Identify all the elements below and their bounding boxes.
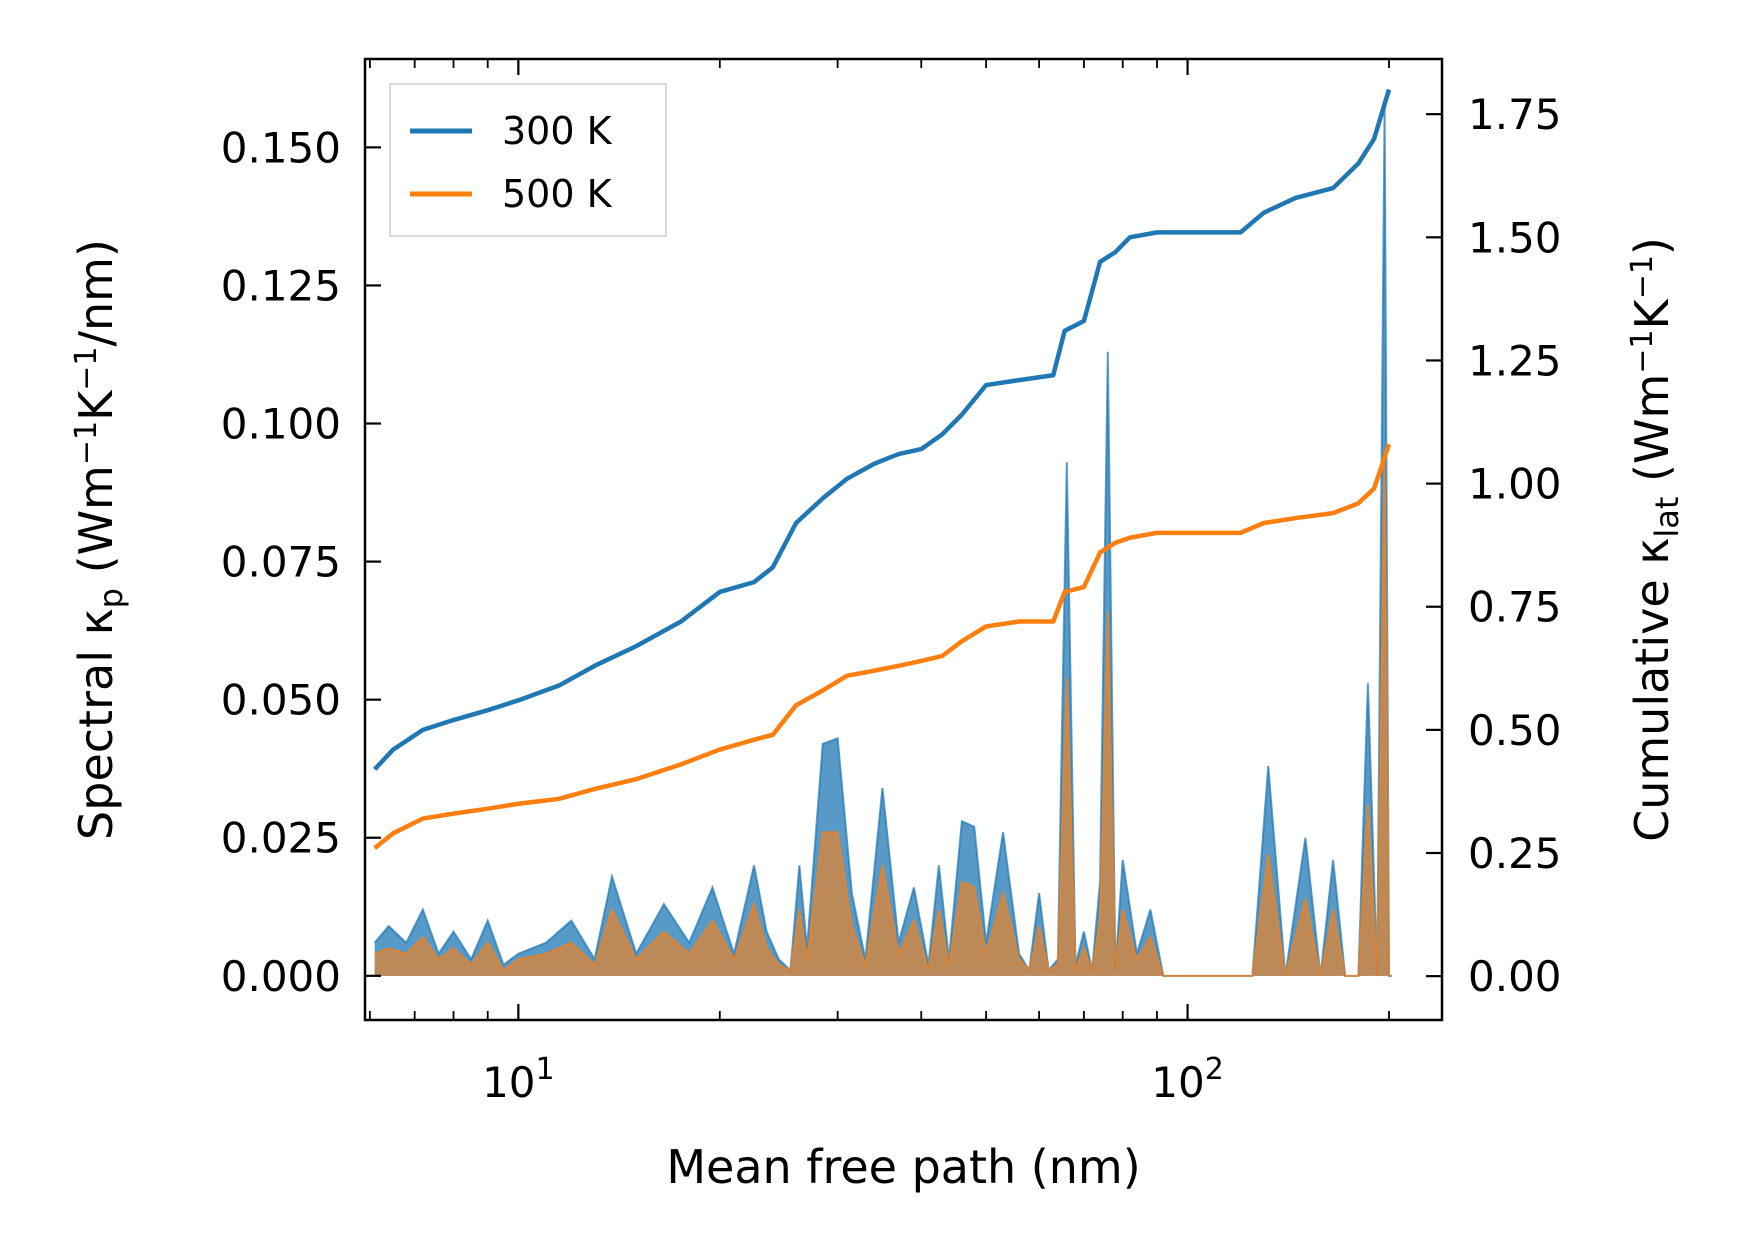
left-tick-label: 0.075 — [221, 538, 341, 587]
spectral-line-500-k — [374, 456, 1392, 977]
cumulative-line-500-k — [373, 443, 1392, 850]
left-tick-label: 0.050 — [221, 676, 341, 725]
x-tick-base: 10 — [482, 1058, 535, 1107]
left-tick-label: 0.100 — [221, 400, 341, 449]
x-tick-exponent: 1 — [536, 1052, 555, 1087]
right-axis-label-part: −1 — [1625, 255, 1660, 299]
legend-label-300-k: 300 K — [502, 109, 613, 153]
right-tick-label: 1.75 — [1468, 90, 1562, 139]
left-axis-label-part: −1 — [69, 346, 104, 390]
x-tick-label: 101 — [482, 1052, 555, 1107]
legend-label-500-k: 500 K — [502, 172, 613, 216]
right-tick-label: 0.25 — [1468, 829, 1562, 878]
axis-labels: 0.000 0.025 0.050 0.075 0.100 0.125 0.150 0.00 0… — [69, 90, 1686, 1194]
left-tick-label: 0.025 — [221, 814, 341, 863]
axis-ticks — [365, 59, 1442, 1020]
right-axis-label-part: lat — [1648, 497, 1686, 538]
right-axis-label-part: Cumulative κ — [1625, 538, 1679, 842]
right-tick-label: 1.50 — [1468, 213, 1562, 262]
right-tick-label: 0.75 — [1468, 583, 1562, 632]
plot-frame — [363, 57, 1444, 1022]
right-tick-label: 0.50 — [1468, 706, 1562, 755]
left-axis-label-part: (Wm — [69, 465, 123, 588]
x-tick-exponent: 2 — [1205, 1052, 1224, 1087]
right-axis-label-part: (Wm — [1625, 374, 1679, 497]
right-axis-label-part: ) — [1625, 237, 1679, 255]
legend-box — [389, 83, 667, 237]
left-tick-label: 0.150 — [221, 123, 341, 172]
x-axis-label: Mean free path (nm) — [666, 1140, 1140, 1194]
right-tick-label: 1.25 — [1468, 336, 1562, 385]
spectral-lines — [373, 103, 1392, 977]
right-tick-label: 0.00 — [1468, 952, 1562, 1001]
right-tick-label: 1.00 — [1468, 460, 1562, 509]
left-axis-label-part: /nm) — [69, 239, 123, 346]
right-axis-label-part: K — [1625, 297, 1679, 329]
left-tick-label: 0.125 — [221, 261, 341, 310]
right-axis-label: Cumulative κlat (Wm−1K−1) — [1625, 237, 1686, 842]
x-tick-base: 10 — [1151, 1058, 1204, 1107]
left-axis-label-part: K — [69, 389, 123, 421]
right-axis-label-part: −1 — [1625, 329, 1660, 373]
x-tick-label: 102 — [1151, 1052, 1224, 1107]
left-axis-label: Spectral κp (Wm−1K−1/nm) — [69, 239, 130, 840]
spectral-line-300-k — [373, 103, 1392, 977]
cumulative-lines — [373, 88, 1392, 850]
legend: 300 K 500 K — [389, 83, 667, 237]
left-axis-label-part: −1 — [69, 421, 104, 465]
cumulative-line-300-k — [373, 88, 1392, 771]
left-axis-label-part: p — [92, 588, 130, 608]
left-tick-label: 0.000 — [221, 952, 341, 1001]
left-axis-label-part: Spectral κ — [69, 608, 123, 840]
